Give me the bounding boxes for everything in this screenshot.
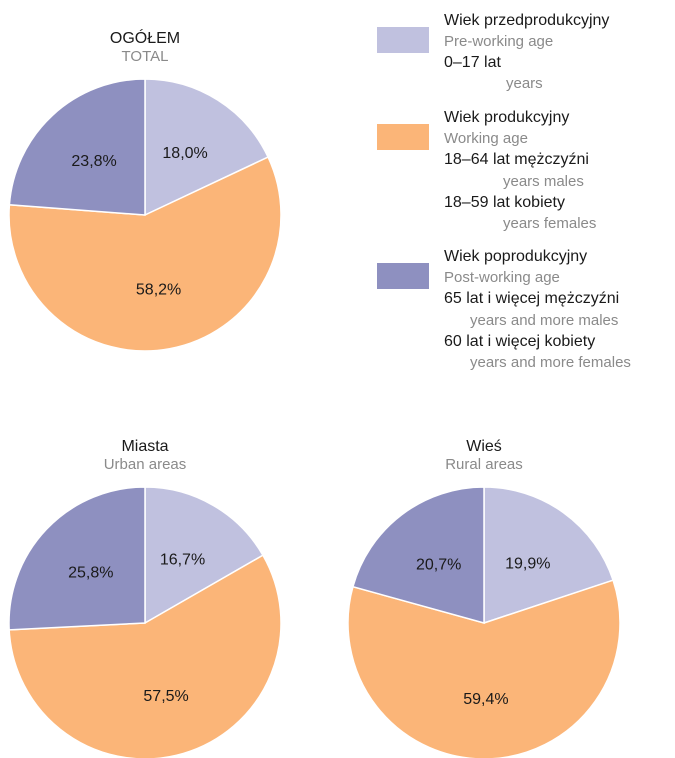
legend-post-line1-pl: 65 lat i więcej mężczyźni — [444, 290, 620, 307]
legend-working-title-pl: Wiek produkcyjny — [444, 109, 570, 126]
pie-rural-slice-pre-working — [483, 486, 615, 625]
legend-working-line2-pl: 18–59 lat kobiety — [444, 194, 565, 211]
legend-pre-title-en: Pre-working age — [444, 33, 554, 50]
chart-title-rural-en: Rural areas — [445, 456, 523, 473]
pie-rural-label-pre-working: 19,9% — [505, 555, 550, 572]
pie-urban-label-working: 57,5% — [143, 688, 188, 705]
legend-working-line1-en: years males — [503, 173, 584, 190]
chart-title-total-pl: OGÓŁEM — [109, 30, 181, 47]
chart-title-urban-pl: Miasta — [121, 438, 169, 455]
pie-urban-slice-pre-working — [144, 486, 264, 625]
legend-working-line2-en: years females — [503, 215, 597, 232]
pie-total-slice-pre-working — [144, 78, 270, 217]
legend-swatch-pre-working — [377, 27, 429, 53]
pie-total-slice-working — [8, 156, 282, 352]
pie-rural: 19,9% 59,4% 20,7% — [347, 486, 621, 758]
chart-title-rural: Wieś Rural areas — [384, 438, 584, 473]
pie-rural-label-post-working: 20,7% — [416, 557, 461, 574]
pie-total-label-working: 58,2% — [136, 282, 181, 299]
chart-title-total-en: TOTAL — [121, 48, 169, 65]
pie-urban-slice-working — [8, 554, 282, 758]
pie-rural-label-working: 59,4% — [463, 691, 508, 708]
pie-total-slice-post-working — [8, 78, 146, 216]
legend-swatch-post-working — [377, 263, 429, 289]
legend-post-title-en: Post-working age — [444, 269, 560, 286]
pie-urban-label-pre-working: 16,7% — [160, 551, 205, 568]
legend-working-title-en: Working age — [444, 130, 528, 147]
pie-total: 18,0% 58,2% 23,8% — [8, 78, 282, 352]
chart-title-rural-pl: Wieś — [466, 438, 502, 455]
chart-title-total: OGÓŁEM TOTAL — [45, 30, 245, 65]
legend-post-line2-pl: 60 lat i więcej kobiety — [444, 333, 596, 350]
legend-swatch-working — [377, 124, 429, 150]
pie-urban-label-post-working: 25,8% — [68, 565, 113, 582]
pie-rural-slice-post-working — [352, 486, 485, 624]
chart-title-urban: Miasta Urban areas — [45, 438, 245, 473]
pie-urban-slice-post-working — [8, 486, 146, 631]
legend-post-line2-en: years and more females — [470, 354, 631, 371]
legend-pre-line1-pl: 0–17 lat — [444, 54, 501, 71]
legend-post-line1-en: years and more males — [470, 312, 619, 329]
legend-pre-line1-en: years — [506, 75, 543, 92]
pie-total-label-pre-working: 18,0% — [162, 145, 207, 162]
pie-rural-slice-working — [347, 579, 621, 758]
legend-post-title-pl: Wiek poprodukcyjny — [444, 248, 588, 265]
pie-urban: 16,7% 57,5% 25,8% — [8, 486, 282, 758]
pie-total-label-post-working: 23,8% — [71, 153, 116, 170]
legend-pre-title-pl: Wiek przedprodukcyjny — [444, 12, 610, 29]
legend-working-line1-pl: 18–64 lat mężczyźni — [444, 151, 589, 168]
chart-title-urban-en: Urban areas — [103, 456, 187, 473]
